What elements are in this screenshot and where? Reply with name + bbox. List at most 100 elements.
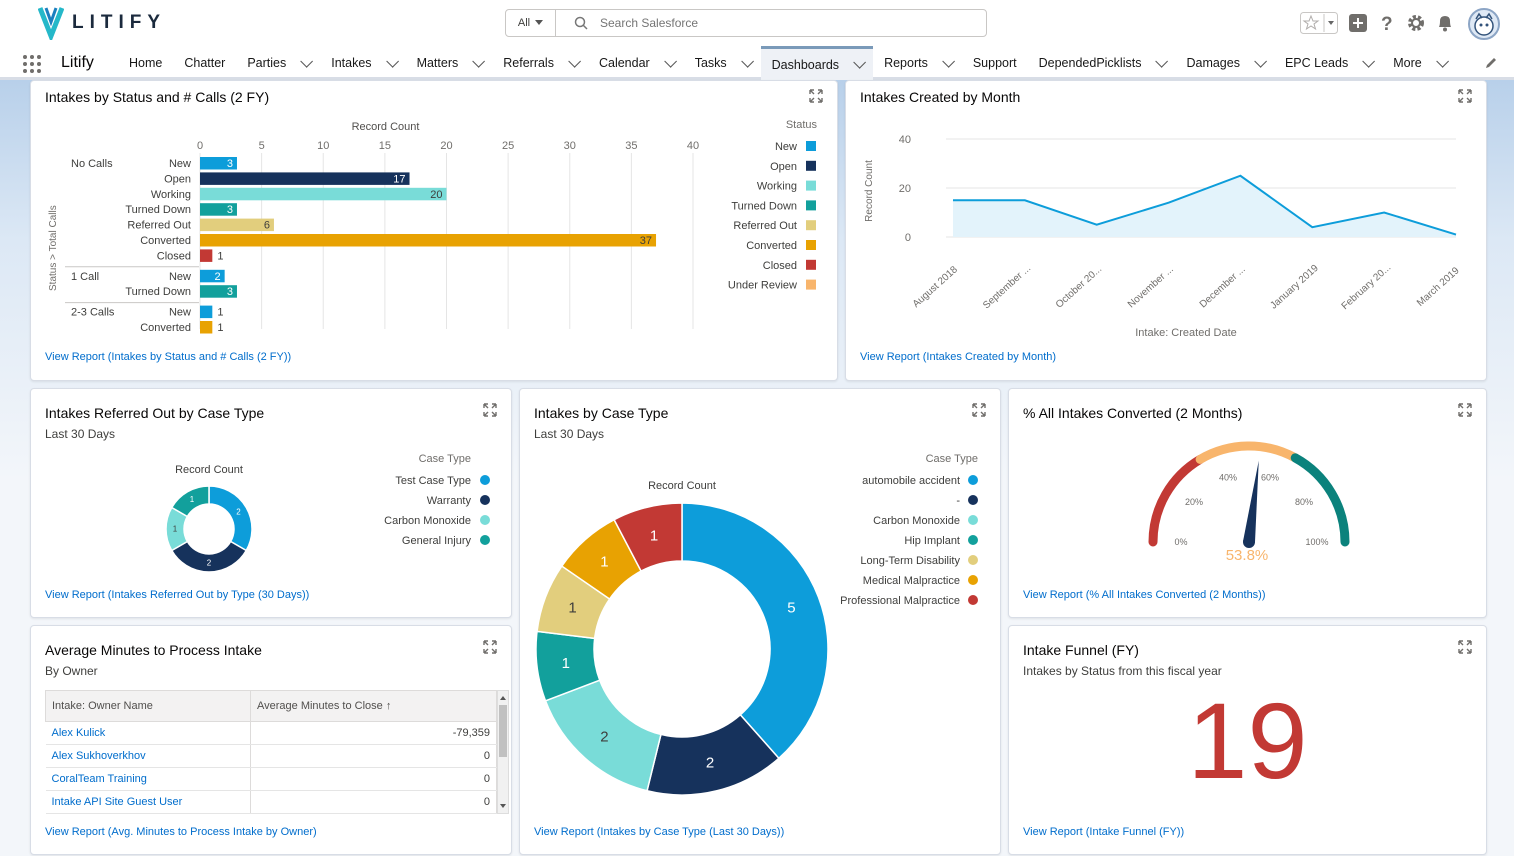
owner-name-link[interactable]: Alex Kulick xyxy=(45,721,251,745)
chevron-down-icon[interactable] xyxy=(300,54,314,68)
chevron-down-icon[interactable] xyxy=(385,54,399,68)
bar xyxy=(200,269,225,283)
card-title: Intake Funnel (FY) xyxy=(1023,642,1139,658)
chevron-down-icon[interactable] xyxy=(472,54,486,68)
y-axis-title: Record Count xyxy=(864,160,875,222)
expand-icon[interactable] xyxy=(809,89,823,103)
expand-icon[interactable] xyxy=(483,640,497,654)
legend-label: Converted xyxy=(746,240,797,252)
column-header-average-minutes[interactable]: Average Minutes to Close ↑ xyxy=(250,690,497,722)
x-axis-title: Intake: Created Date xyxy=(1135,327,1237,339)
legend-swatch xyxy=(480,495,490,505)
bar xyxy=(200,203,237,216)
bar xyxy=(200,172,410,185)
chevron-down-icon[interactable] xyxy=(942,54,955,68)
column-header-owner[interactable]: Intake: Owner Name xyxy=(45,690,251,722)
expand-icon[interactable] xyxy=(1458,640,1472,654)
nav-tab-matters[interactable]: Matters xyxy=(406,46,493,80)
search-scope-select[interactable]: All xyxy=(506,10,556,36)
expand-icon[interactable] xyxy=(1458,89,1472,103)
nav-tab-calendar[interactable]: Calendar xyxy=(588,46,684,80)
nav-tab-label: Matters xyxy=(416,56,459,70)
bar-data-label: 3 xyxy=(227,286,233,298)
nav-tab-label: Support xyxy=(972,56,1017,70)
view-report-link[interactable]: View Report (Avg. Minutes to Process Int… xyxy=(45,826,317,838)
nav-tab-more[interactable]: More xyxy=(1382,46,1455,80)
legend-label: Warranty xyxy=(427,495,472,507)
nav-tab-reports[interactable]: Reports xyxy=(873,46,962,80)
global-search[interactable]: All xyxy=(505,9,987,37)
scrollbar-thumb[interactable] xyxy=(499,705,507,757)
chevron-down-icon[interactable] xyxy=(853,56,867,69)
owner-name-link[interactable]: CoralTeam Training xyxy=(45,767,251,791)
nav-tab-support[interactable]: Support xyxy=(962,46,1028,80)
view-report-link[interactable]: View Report (Intakes by Status and # Cal… xyxy=(45,351,292,363)
help-icon[interactable]: ? xyxy=(1378,13,1396,33)
nav-tab-dashboards[interactable]: Dashboards xyxy=(760,46,874,80)
edit-nav-pencil-icon[interactable] xyxy=(1484,56,1498,70)
app-launcher-icon[interactable] xyxy=(22,54,42,74)
setup-gear-icon[interactable] xyxy=(1406,13,1426,33)
x-tick-label: 5 xyxy=(259,140,265,152)
card-title: % All Intakes Converted (2 Months) xyxy=(1023,405,1243,421)
bar-category-label: Converted xyxy=(140,322,191,334)
nav-tab-dependedpicklists[interactable]: DependedPicklists xyxy=(1028,46,1176,80)
chevron-down-icon[interactable] xyxy=(1362,54,1376,68)
average-minutes-value: -79,359 xyxy=(250,721,497,745)
slice-data-label: 1 xyxy=(568,600,576,617)
legend-swatch xyxy=(806,180,816,191)
legend-swatch xyxy=(806,259,816,270)
owner-name-link[interactable]: Alex Sukhoverkhov xyxy=(45,744,251,768)
bar-data-label: 3 xyxy=(227,204,233,216)
bar-category-label: Turned Down xyxy=(125,286,191,298)
chevron-down-icon[interactable] xyxy=(1435,54,1449,68)
favorites-star-icon[interactable] xyxy=(1300,12,1338,34)
nav-tab-referrals[interactable]: Referrals xyxy=(492,46,588,80)
view-report-link[interactable]: View Report (Intakes Referred Out by Typ… xyxy=(45,589,310,601)
chevron-down-icon[interactable] xyxy=(1254,54,1267,68)
app-logo[interactable]: LITIFY xyxy=(38,6,166,40)
chevron-down-icon[interactable] xyxy=(568,54,581,68)
global-actions-plus-icon[interactable] xyxy=(1348,13,1368,33)
header-icons: ? xyxy=(1300,10,1454,36)
scroll-up-arrow-icon[interactable] xyxy=(498,693,508,703)
bar-category-label: Open xyxy=(164,173,191,185)
legend-label: Referred Out xyxy=(733,220,797,232)
chevron-down-icon[interactable] xyxy=(740,54,754,68)
view-report-link[interactable]: View Report (Intakes by Case Type (Last … xyxy=(534,826,785,838)
gauge-tick-label: 60% xyxy=(1261,472,1279,482)
expand-icon[interactable] xyxy=(1458,403,1472,417)
bar xyxy=(200,285,237,298)
table-header-row: Intake: Owner Name Average Minutes to Cl… xyxy=(45,690,497,722)
scroll-down-arrow-icon[interactable] xyxy=(498,801,508,811)
nav-tab-intakes[interactable]: Intakes xyxy=(320,46,405,80)
owner-minutes-table: Intake: Owner Name Average Minutes to Cl… xyxy=(45,690,497,814)
chevron-down-icon[interactable] xyxy=(663,54,677,68)
view-report-link[interactable]: View Report (Intakes Created by Month) xyxy=(860,351,1057,363)
nav-tab-epc-leads[interactable]: EPC Leads xyxy=(1274,46,1382,80)
table-scrollbar[interactable] xyxy=(497,690,509,814)
nav-tab-parties[interactable]: Parties xyxy=(236,46,320,80)
gauge-band xyxy=(1148,454,1205,547)
nav-tab-damages[interactable]: Damages xyxy=(1175,46,1274,80)
nav-tab-tasks[interactable]: Tasks xyxy=(684,46,761,80)
nav-tab-chatter[interactable]: Chatter xyxy=(173,46,236,80)
card-subtitle: Last 30 Days xyxy=(534,427,605,441)
gauge-tick-label: 100% xyxy=(1305,537,1328,547)
nav-tab-home[interactable]: Home xyxy=(118,46,173,80)
user-avatar[interactable] xyxy=(1468,8,1500,40)
owner-name-link[interactable]: Intake API Site Guest User xyxy=(45,790,251,814)
legend-swatch xyxy=(806,240,816,250)
caret-down-icon xyxy=(535,20,544,25)
search-input[interactable] xyxy=(600,16,960,30)
expand-icon[interactable] xyxy=(483,403,497,417)
expand-icon[interactable] xyxy=(972,403,986,417)
slice-data-label: 2 xyxy=(706,755,714,772)
chevron-down-icon[interactable] xyxy=(1155,54,1169,68)
x-tick-label: 40 xyxy=(687,140,699,152)
view-report-link[interactable]: View Report (% All Intakes Converted (2 … xyxy=(1023,589,1266,601)
notifications-bell-icon[interactable] xyxy=(1436,13,1454,33)
view-report-link[interactable]: View Report (Intake Funnel (FY)) xyxy=(1023,826,1185,838)
legend-title: Case Type xyxy=(419,453,471,465)
bar-data-label: 20 xyxy=(430,189,442,201)
